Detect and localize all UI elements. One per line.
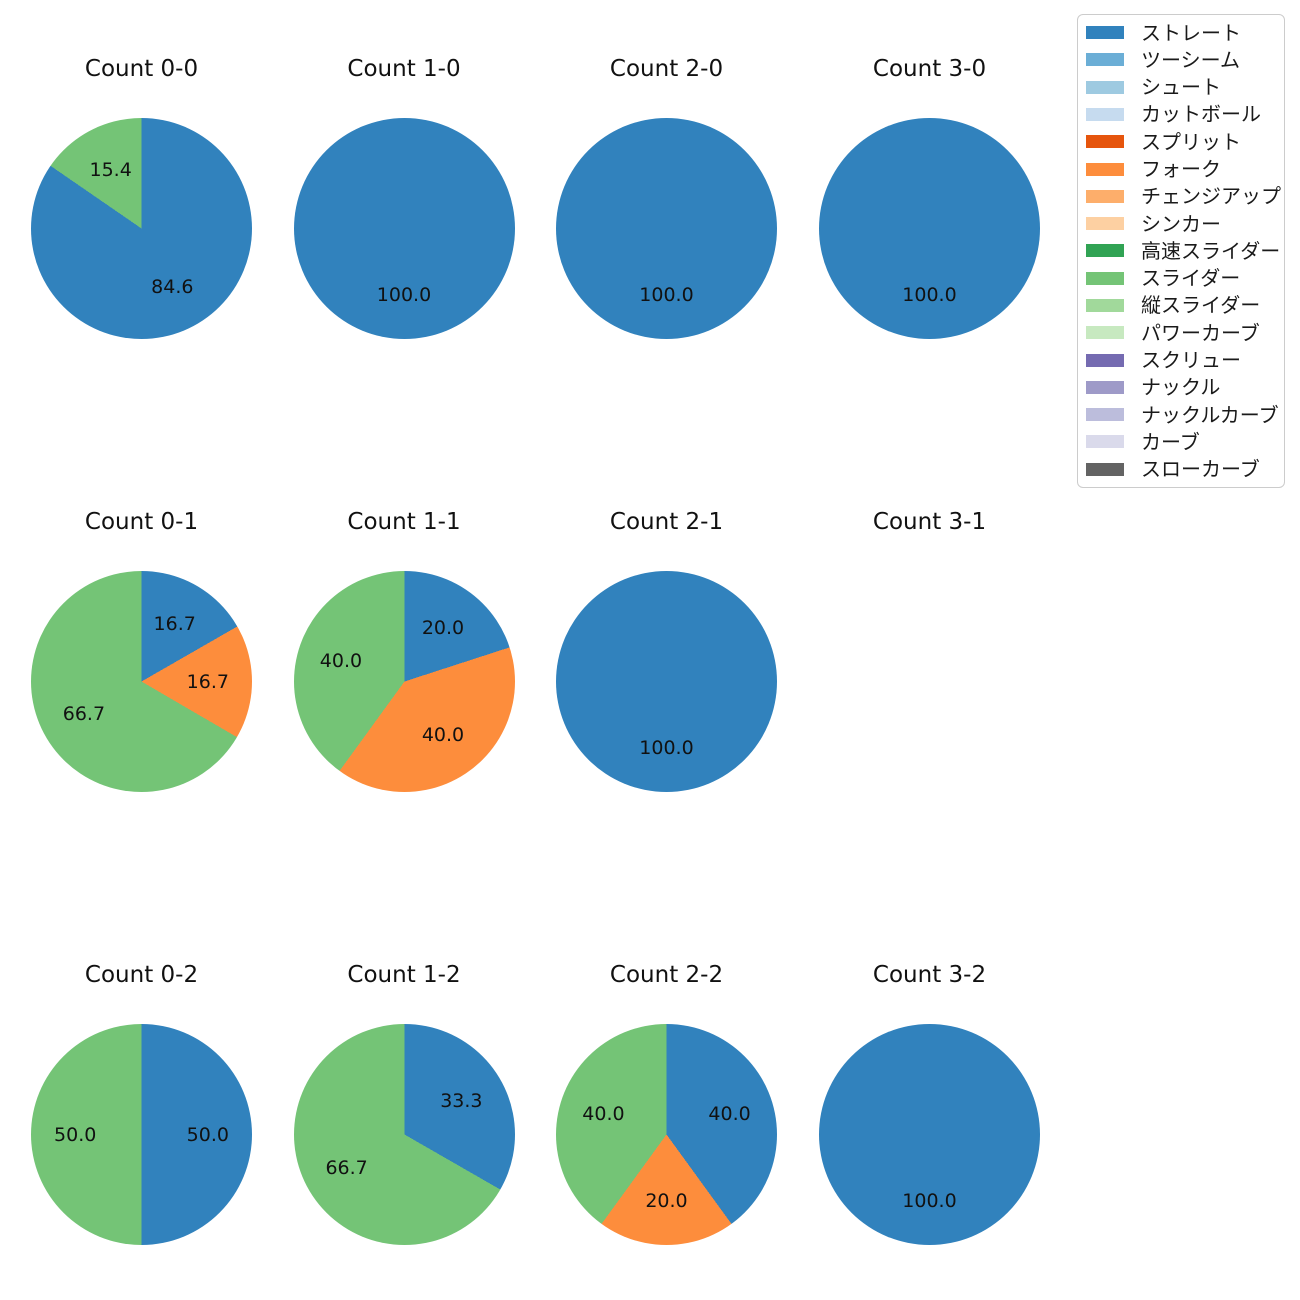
pie-chart: 100.0: [556, 571, 777, 792]
pie-chart: 100.0: [819, 118, 1040, 339]
legend-item: カーブ: [1086, 429, 1284, 455]
legend-label: カットボール: [1141, 102, 1261, 127]
legend-swatch: [1086, 53, 1124, 67]
pie-slice-label: 40.0: [708, 1103, 751, 1125]
subplot-title: Count 1-0: [347, 56, 461, 82]
legend-item: スクリュー: [1086, 347, 1284, 373]
pie-slice-label: 33.3: [440, 1090, 483, 1113]
pie-slice-label: 40.0: [319, 650, 363, 672]
legend-swatch: [1086, 353, 1124, 367]
pie-chart: 33.3 66.7: [293, 1024, 515, 1245]
subplot-title: Count 0-1: [84, 509, 199, 535]
legend-item: カットボール: [1086, 101, 1284, 127]
legend-label: 高速スライダー: [1141, 238, 1281, 263]
pie-slice-label: 100.0: [902, 1189, 957, 1212]
subplot-title: Count 2-1: [609, 509, 724, 535]
pie-slice-label: 50.0: [186, 1123, 229, 1146]
pie-chart: 100.0: [556, 118, 777, 339]
subplot-title: Count 0-2: [84, 962, 199, 988]
legend-swatch: [1086, 107, 1124, 121]
legend-label: スクリュー: [1141, 348, 1241, 373]
pie-slice-label: 100.0: [639, 283, 694, 306]
legend-swatch: [1086, 380, 1124, 394]
legend-label: カーブ: [1141, 429, 1200, 454]
legend-label: ツーシーム: [1141, 47, 1240, 72]
legend-label: スプリット: [1141, 129, 1241, 154]
pie-slice-label: 100.0: [639, 736, 694, 759]
legend-swatch: [1086, 80, 1124, 94]
pie-slice-label: 20.0: [421, 616, 465, 639]
pie-slice-label: 40.0: [582, 1103, 625, 1125]
legend-item: スプリット: [1086, 129, 1284, 155]
subplot-title: Count 3-2: [872, 962, 987, 988]
legend-item: 縦スライダー: [1086, 292, 1284, 318]
legend-swatch: [1086, 189, 1124, 203]
legend-label: シンカー: [1141, 211, 1221, 236]
pie-slice-label: 16.7: [186, 670, 229, 693]
legend-label: ナックルカーブ: [1141, 402, 1279, 427]
legend-swatch: [1086, 271, 1124, 285]
legend-swatch: [1086, 162, 1124, 176]
pie-slice-label: 40.0: [421, 724, 465, 747]
pie-slice-label: 84.6: [151, 276, 194, 299]
legend-swatch: [1086, 462, 1124, 476]
subplot-title: Count 3-1: [872, 509, 987, 535]
legend-swatch: [1086, 326, 1124, 340]
pie-slice-label: 15.4: [89, 158, 132, 181]
legend-label: シュート: [1141, 75, 1221, 100]
subplot-title: Count 1-1: [347, 509, 461, 535]
pie-chart: 16.7 16.7 66.7: [31, 571, 252, 792]
legend-label: パワーカーブ: [1141, 320, 1260, 345]
subplot-title: Count 2-2: [609, 962, 724, 988]
legend-label: ストレート: [1141, 20, 1241, 45]
pie-slice-label: 66.7: [325, 1156, 368, 1179]
legend-item: スライダー: [1086, 265, 1284, 291]
legend-item: パワーカーブ: [1086, 320, 1284, 346]
pie-chart: 100.0: [293, 118, 515, 339]
legend-swatch: [1086, 298, 1124, 312]
legend-swatch: [1086, 135, 1124, 149]
pie-chart: 20.0 40.0 40.0: [293, 571, 515, 792]
legend-item: ツーシーム: [1086, 47, 1284, 73]
legend-item: シュート: [1086, 74, 1284, 100]
pie-slice-label: 16.7: [153, 613, 196, 636]
subplot-title: Count 1-2: [347, 962, 461, 988]
legend-item: ナックル: [1086, 374, 1284, 400]
legend: ストレート ツーシームシュート カットボール スプリットフォーク チェンジアップ シンカー…: [1077, 14, 1285, 488]
legend-item: ストレート: [1086, 20, 1284, 46]
pie-slice-label: 100.0: [376, 283, 432, 306]
legend-item: ナックルカーブ: [1086, 402, 1284, 428]
legend-label: チェンジアップ: [1141, 184, 1281, 209]
pie-chart: 40.0 20.0 40.0: [556, 1024, 777, 1245]
legend-item: 高速スライダー: [1086, 238, 1284, 264]
legend-label: スライダー: [1141, 266, 1241, 291]
legend-item: シンカー: [1086, 211, 1284, 237]
pie-chart: 100.0: [819, 1024, 1040, 1245]
pie-slice-label: 100.0: [902, 283, 957, 306]
legend-label: 縦スライダー: [1141, 293, 1261, 318]
pie-chart: 50.0 50.0: [31, 1024, 252, 1245]
legend-label: フォーク: [1141, 157, 1221, 182]
legend-item: チェンジアップ: [1086, 183, 1284, 209]
legend-swatch: [1086, 244, 1124, 258]
legend-swatch: [1086, 217, 1124, 231]
legend-swatch: [1086, 26, 1124, 40]
legend-item: スローカーブ: [1086, 456, 1284, 482]
legend-label: スローカーブ: [1141, 457, 1260, 482]
pie-slice-label: 20.0: [645, 1189, 688, 1212]
subplot-title: Count 0-0: [84, 56, 199, 82]
legend-item: フォーク: [1086, 156, 1284, 182]
legend-swatch: [1086, 435, 1124, 449]
legend-swatch: [1086, 408, 1124, 422]
pie-chart: 84.6 15.4: [31, 118, 252, 339]
subplot-title: Count 3-0: [872, 56, 987, 82]
subplot-title: Count 2-0: [609, 56, 724, 82]
legend-label: ナックル: [1141, 375, 1221, 400]
pie-slice-label: 66.7: [62, 703, 106, 726]
pie-slice-label: 50.0: [54, 1123, 97, 1146]
